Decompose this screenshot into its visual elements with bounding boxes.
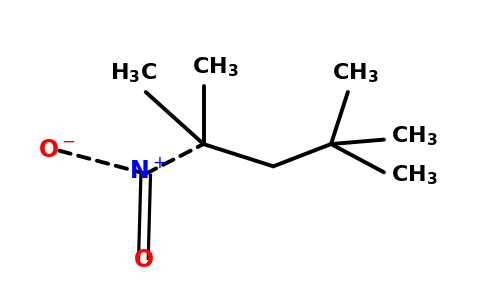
Text: $\mathbf{N}^+$: $\mathbf{N}^+$: [130, 158, 167, 183]
Text: $\mathbf{CH_3}$: $\mathbf{CH_3}$: [192, 55, 239, 79]
Text: $\mathbf{CH_3}$: $\mathbf{CH_3}$: [391, 125, 438, 148]
Text: $\mathbf{CH_3}$: $\mathbf{CH_3}$: [332, 61, 378, 85]
Text: $\mathbf{O}$: $\mathbf{O}$: [133, 248, 154, 272]
Text: $\mathbf{O}^-$: $\mathbf{O}^-$: [38, 138, 76, 162]
Text: $\mathbf{H_3C}$: $\mathbf{H_3C}$: [110, 61, 157, 85]
Text: $\mathbf{CH_3}$: $\mathbf{CH_3}$: [391, 164, 438, 187]
